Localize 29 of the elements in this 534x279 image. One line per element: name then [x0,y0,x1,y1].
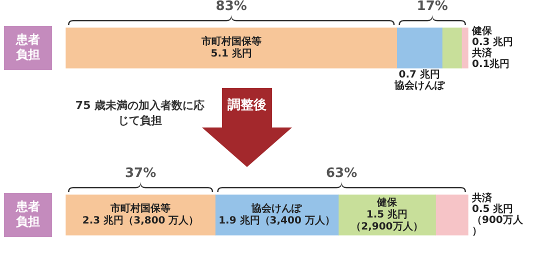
text: 協会けんぽ [394,80,444,92]
data-label: 1.5 兆円（2,900万人） [351,208,423,233]
series-label: 健保 [376,196,398,209]
data-label: 0.3 兆円 [472,36,514,48]
annotation: 調整後 [228,98,266,113]
text: 市町村国保等 [110,204,171,215]
bar [66,28,398,68]
data-label: 5.1 兆円 [210,48,252,60]
data-label: 0.1兆円 [472,58,510,70]
annotation: 63% [326,166,358,181]
data-label: 1.9 兆円（3,400 万人） [218,214,335,227]
annotation: 75 歳未満の加入者数に応じて負担 [74,98,206,128]
bar [435,194,468,236]
annotation: 83% [216,0,247,14]
annotation: 37% [125,166,156,181]
data-label: 2.3 兆円（3,800 万人） [82,214,199,227]
y-tick-label: 患者負担 [15,32,40,62]
bar [442,28,462,68]
text: 健保 [472,26,492,38]
data-label: 0.5 兆円（900万人） [472,203,524,238]
bar [396,28,442,68]
y-tick-label: 患者負担 [15,200,40,229]
series-label: 市町村国保等 [200,36,262,48]
text: 共済 [472,193,492,204]
annotation: 17% [416,0,448,14]
series-label: 共済 [471,47,493,60]
bar [461,28,468,68]
series-label: 協会けんぽ [250,202,303,215]
data-label: 0.7 兆円 [398,68,440,81]
